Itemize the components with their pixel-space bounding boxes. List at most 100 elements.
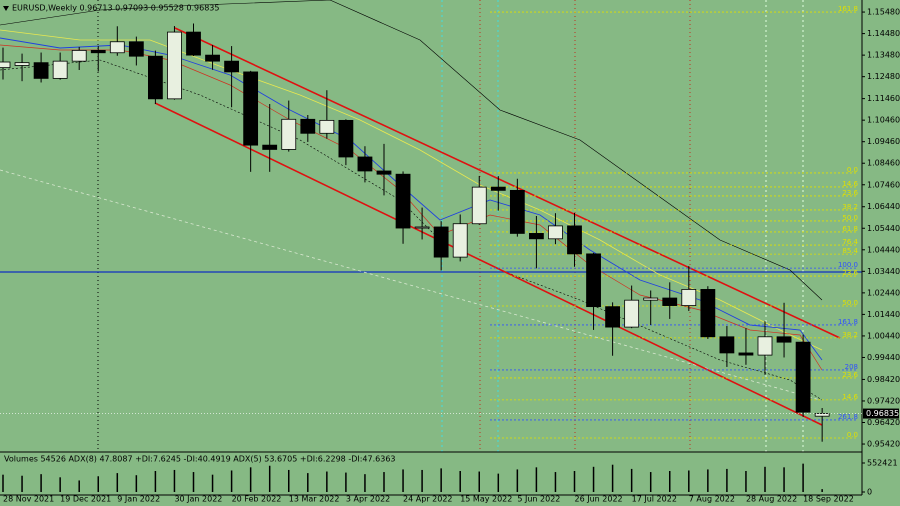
volume-bar xyxy=(97,476,99,492)
candle-body xyxy=(662,297,678,306)
y-tick-label: 1.04440 xyxy=(867,245,900,254)
candle-body xyxy=(643,297,659,301)
y-tick-label: 1.08460 xyxy=(867,159,900,168)
candle-body xyxy=(281,118,297,150)
volume-bar xyxy=(459,471,461,492)
candle-body xyxy=(14,62,30,66)
y-tick-label: 1.02440 xyxy=(867,288,900,297)
volume-bar xyxy=(592,466,595,492)
candle-body xyxy=(795,341,811,413)
y-tick-label: 0.97420 xyxy=(867,396,900,405)
x-tick-label: 30 Jan 2022 xyxy=(174,495,222,504)
candle-body xyxy=(814,413,830,417)
candle-body xyxy=(567,225,582,255)
y-tick-label: 1.07460 xyxy=(867,180,900,189)
fib-label: 85.4 xyxy=(842,247,858,255)
volume-bar xyxy=(821,489,823,492)
fib-label: 0.0 xyxy=(847,431,858,439)
volume-bar xyxy=(154,471,157,492)
volume-bar xyxy=(707,469,709,492)
fib-label: 14.6 xyxy=(842,393,858,401)
volume-bar xyxy=(326,471,328,492)
candle-body xyxy=(147,55,163,100)
volume-bar xyxy=(40,474,42,492)
fib-label: 50.0 xyxy=(842,299,858,307)
candle-body xyxy=(757,336,773,356)
y-tick-label: 1.01440 xyxy=(867,310,900,319)
channel-upper xyxy=(174,27,841,339)
candle-body xyxy=(433,226,449,258)
candle-body xyxy=(395,173,411,229)
volume-bar xyxy=(802,463,804,492)
y-tick-label: 1.13480 xyxy=(867,51,900,60)
fib-label: 23.6 xyxy=(842,189,858,197)
volume-bar xyxy=(421,469,423,492)
y-tick-label: 0.99440 xyxy=(867,353,900,362)
candle-body xyxy=(205,54,220,62)
candle-body xyxy=(262,144,278,150)
y-tick-label: 0 xyxy=(867,488,872,497)
y-tick-label: 0.95420 xyxy=(867,440,900,449)
volume-bar xyxy=(383,472,385,492)
y-tick-label: 0.98420 xyxy=(867,375,900,384)
candle-body xyxy=(738,352,754,356)
x-tick-label: 26 Jun 2022 xyxy=(575,495,623,504)
volume-bar xyxy=(611,464,614,492)
volume-bar xyxy=(497,473,500,492)
fib-label: 50.0 xyxy=(842,214,858,222)
candle-body xyxy=(90,49,106,54)
volume-bar xyxy=(573,471,576,492)
volume-bar xyxy=(2,474,4,492)
fib-label: 38.2 xyxy=(842,331,858,339)
y-tick-label: 1.15480 xyxy=(867,8,900,17)
volume-bar xyxy=(173,469,176,492)
fib-label: 23.6 xyxy=(842,371,858,379)
candle-body xyxy=(52,60,68,79)
x-tick-label: 28 Nov 2021 xyxy=(3,495,54,504)
candle-body xyxy=(357,156,373,172)
volume-bar xyxy=(211,474,214,492)
candle-body xyxy=(509,189,525,234)
y-tick-label: 1.09460 xyxy=(867,137,900,146)
fib-label: 0.0 xyxy=(847,166,858,174)
x-tick-label: 9 Jan 2022 xyxy=(117,495,160,504)
x-tick-label: 18 Sep 2022 xyxy=(803,495,854,504)
volume-bar xyxy=(59,477,61,492)
volume-bar xyxy=(192,472,195,492)
volume-bar xyxy=(364,474,366,492)
current-price-box xyxy=(863,408,899,419)
envelope-upper xyxy=(0,0,823,301)
indicator-title: Volumes 54526 ADX(8) 47.8087 +DI:7.6245 … xyxy=(4,455,396,464)
x-tick-label: 15 May 2022 xyxy=(460,495,512,504)
candle-body xyxy=(224,60,240,73)
volume-bar xyxy=(669,471,671,492)
candle-body xyxy=(548,225,563,240)
y-tick-label: 1.00440 xyxy=(867,331,900,340)
candle-body xyxy=(776,336,792,343)
volume-bar xyxy=(745,471,747,492)
volume-bar xyxy=(230,470,233,492)
volume-bar xyxy=(478,471,480,492)
volume-bar xyxy=(535,467,538,492)
y-tick-label: 1.03440 xyxy=(867,267,900,276)
candle-body xyxy=(529,233,544,240)
fib-label: 161.8 xyxy=(838,5,858,13)
volume-bar xyxy=(21,475,23,492)
candle-body xyxy=(681,289,697,306)
candle-body xyxy=(414,226,430,229)
volume-bar xyxy=(516,469,519,492)
volume-bar xyxy=(307,473,309,492)
candle-body xyxy=(0,61,11,69)
candle-body xyxy=(452,223,468,258)
volume-bar xyxy=(440,468,442,492)
x-tick-label: 19 Dec 2021 xyxy=(60,495,111,504)
volume-bar xyxy=(288,469,290,492)
candle-body xyxy=(186,31,201,56)
volume-bar xyxy=(630,468,633,492)
x-tick-label: 5 Jun 2022 xyxy=(517,495,560,504)
volume-bar xyxy=(78,480,80,492)
candle-body xyxy=(319,119,335,134)
volume-bar xyxy=(402,469,404,492)
fib-label: 14.6 xyxy=(842,180,858,188)
volume-bar xyxy=(764,466,766,492)
